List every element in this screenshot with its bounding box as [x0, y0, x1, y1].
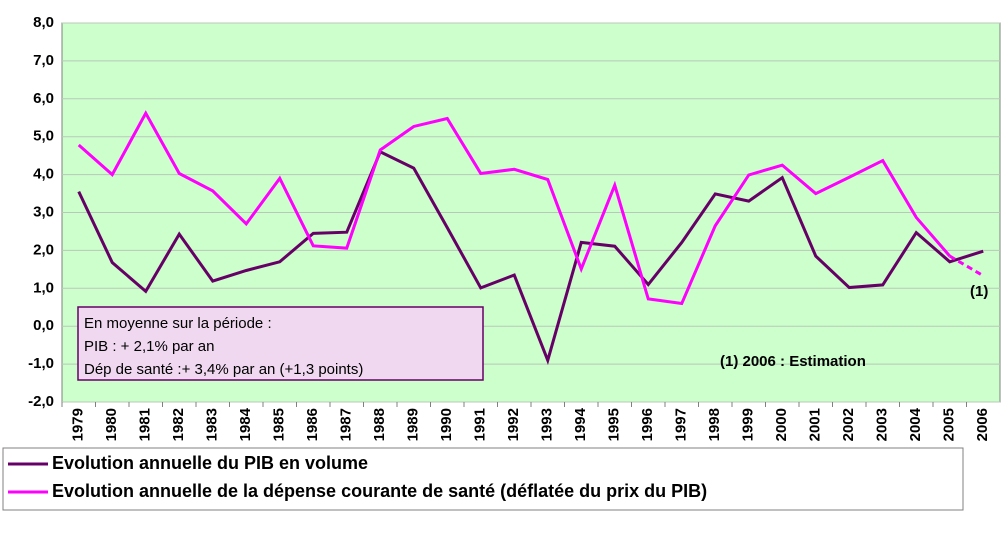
x-tick-label: 2005: [941, 408, 958, 441]
x-tick-label: 1981: [137, 408, 154, 441]
x-tick-label: 1987: [338, 408, 355, 441]
x-tick-label: 1997: [673, 408, 690, 441]
line: [77, 149, 984, 365]
annotation: (1) 2006 : Estimation: [720, 353, 866, 370]
legend: [2, 447, 964, 511]
x-tick-label: 2003: [874, 408, 891, 441]
x-tick-label: 1989: [405, 408, 422, 441]
x-tick-label: 1982: [170, 408, 187, 441]
line: [77, 110, 951, 306]
legend-label: Evolution annuelle de la dépense courant…: [52, 481, 707, 501]
x-tick-label: 2006: [974, 408, 991, 441]
y-tick-label: -2,0: [28, 393, 54, 410]
legend-label: Evolution annuelle du PIB en volume: [52, 453, 368, 473]
annotation: Dép de santé :+ 3,4% par an (+1,3 points…: [84, 361, 363, 378]
x-tick-label: 1980: [103, 408, 120, 441]
x-tick-label: 2001: [807, 408, 824, 441]
x-tick-label: 1994: [572, 407, 589, 441]
y-tick-label: 5,0: [33, 128, 54, 145]
x-tick-label: 2002: [840, 408, 857, 441]
x-tick-label: 2000: [773, 408, 790, 441]
y-tick-label: 4,0: [33, 166, 54, 183]
x-tick-label: 1991: [472, 408, 489, 441]
x-tick-label: 1999: [740, 408, 757, 441]
x-tick-label: 2004: [907, 407, 924, 441]
x-tick-label: 1979: [70, 408, 87, 441]
annotation: En moyenne sur la période :: [84, 315, 272, 332]
y-tick-label: 0,0: [33, 317, 54, 334]
lines: [77, 110, 985, 365]
x-tick-label: 1983: [204, 408, 221, 441]
annotation: (1): [970, 283, 988, 300]
y-tick-label: 6,0: [33, 90, 54, 107]
x-tick-label: 1992: [505, 408, 522, 441]
x-tick-label: 1986: [304, 408, 321, 441]
annotation: PIB : + 2,1% par an: [84, 338, 215, 355]
annotation-box: [77, 306, 484, 381]
x-tick-label: 1990: [438, 408, 455, 441]
y-tick-label: 3,0: [33, 203, 54, 220]
y-tick-label: -1,0: [28, 355, 54, 372]
y-tick-label: 1,0: [33, 279, 54, 296]
y-tick-label: 2,0: [33, 241, 54, 258]
x-tick-label: 1995: [606, 408, 623, 441]
x-tick-label: 1998: [706, 408, 723, 441]
y-tick-label: 7,0: [33, 52, 54, 69]
x-tick-label: 1988: [371, 408, 388, 441]
x-tick-label: 1996: [639, 408, 656, 441]
x-tick-label: 1985: [271, 408, 288, 441]
line: [948, 254, 985, 278]
x-tick-label: 1993: [539, 408, 556, 441]
x-tick-label: 1984: [237, 407, 254, 441]
y-tick-label: 8,0: [33, 14, 54, 31]
